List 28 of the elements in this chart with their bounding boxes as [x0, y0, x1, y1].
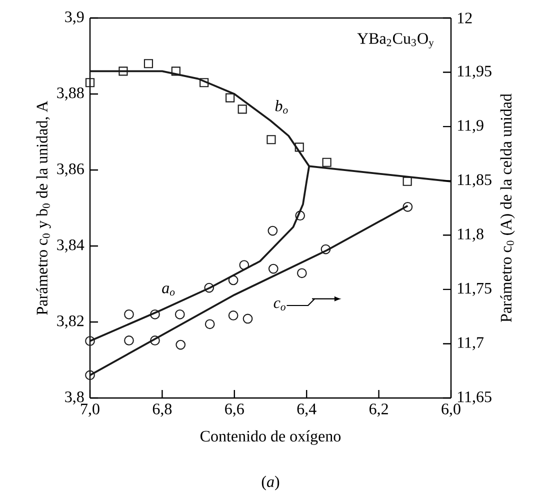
annotation: YBa$_{2}$Cu$_{3}$O$_{y}$	[357, 33, 434, 48]
x-tick-label: 6,0	[442, 404, 460, 417]
y2-tick-label: 11,65	[458, 391, 492, 405]
y2-axis-title: Parámetro c$_{0}$ (A) de la celda unidad	[500, 94, 515, 322]
x-tick-label: 6,8	[152, 404, 172, 417]
y-tick-label: 3,86	[57, 163, 84, 177]
y2-tick-label: 11,7	[458, 337, 484, 350]
y2-tick-label: 11,95	[458, 66, 492, 79]
series-label: b$_{o}$	[275, 100, 288, 114]
series-label: c$_{o}$	[274, 300, 286, 310]
y2-tick-label: 11,75	[458, 282, 492, 296]
y-tick-label: 3,8	[65, 391, 84, 405]
y2-tick-label: 11,9	[458, 120, 484, 134]
x-axis-title: Contenido de oxígeno	[200, 430, 341, 445]
y-tick-label: 3,88	[57, 87, 84, 101]
x-tick-label: 6,2	[369, 404, 388, 417]
text: (a)	[262, 476, 280, 490]
y-tick-label: 3,84	[57, 239, 84, 253]
x-tick-label: 6,4	[297, 404, 316, 417]
y-tick-label: 3,9	[65, 11, 84, 25]
y2-tick-label: 11,85	[458, 174, 492, 188]
x-tick-label: 6,6	[225, 404, 244, 417]
y-axis-title: Parámetro c$_{0}$ y b$_{0}$ de la unidad, A	[36, 100, 51, 315]
x-tick-label: 7,0	[81, 404, 100, 417]
series-label: a$_{o}$	[162, 286, 175, 296]
y2-tick-label: 11,8	[458, 228, 484, 242]
y2-tick-label: 12	[458, 12, 472, 24]
y-tick-label: 3,82	[57, 315, 84, 329]
